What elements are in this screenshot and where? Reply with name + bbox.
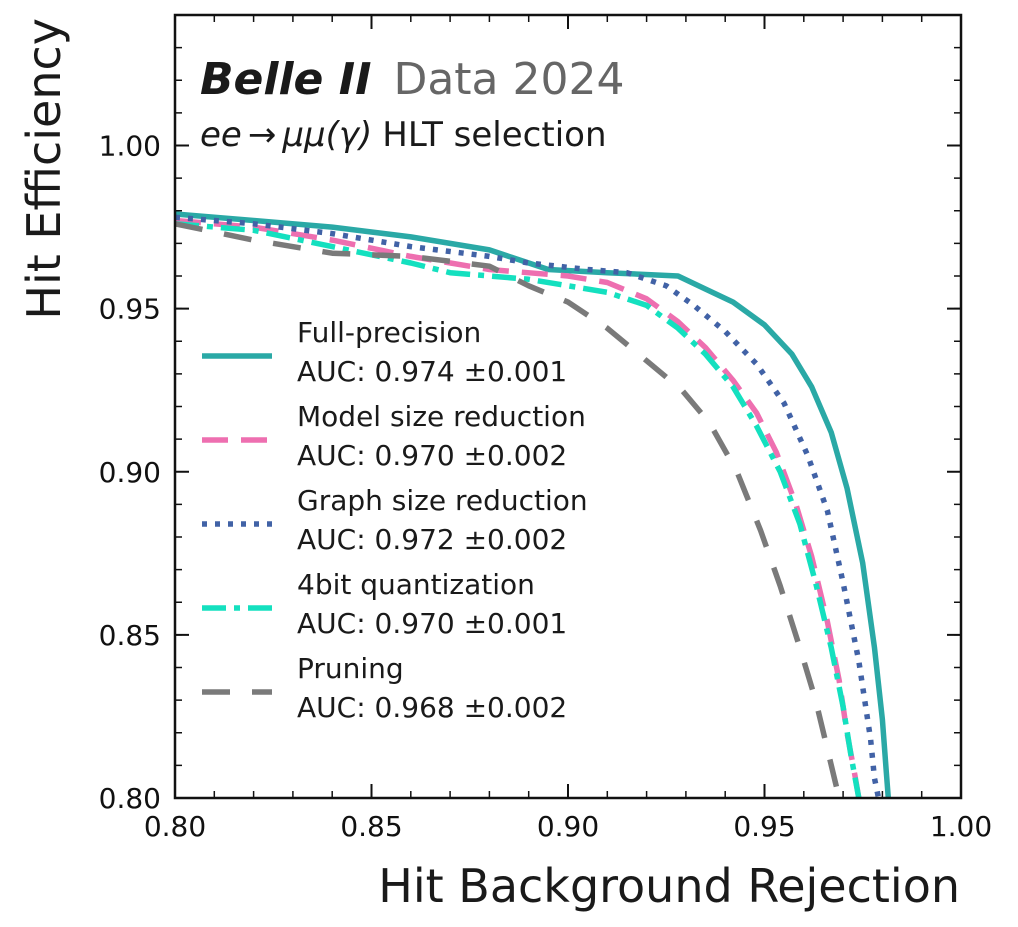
legend-auc-label: AUC: 0.970 ±0.002 [297,439,567,472]
brand-sub: Data 2024 [393,54,624,105]
legend-series-name: Pruning [297,652,404,685]
legend-auc-label: AUC: 0.974 ±0.001 [297,355,567,388]
y-ticks: 0.80 0.85 0.90 0.95 1.00 [99,14,961,815]
legend-auc-label: AUC: 0.968 ±0.002 [297,691,567,724]
legend-series-name: Graph size reduction [297,484,588,517]
y-tick-label: 0.90 [99,456,161,489]
series-line-graph-size-reduction [175,214,882,798]
plot-background [175,15,961,798]
y-tick-label: 1.00 [99,130,161,163]
x-tick-label: 0.80 [144,810,206,843]
legend-series-name: Full-precision [297,316,481,349]
belle-ii-label: Belle II Data 2024 [200,54,624,105]
legend-series-name: 4bit quantization [297,568,535,601]
legend-series-name: Model size reduction [297,400,586,433]
selection-prefix: ee [200,115,242,155]
y-tick-label: 0.80 [99,782,161,815]
x-tick-label: 0.90 [537,810,599,843]
x-axis-title: Hit Background Rejection [378,859,960,913]
selection-label: ee → μμ(γ) HLT selection [200,115,607,155]
y-axis-title: Hit Efficiency [17,18,71,320]
series-line-4bit-quantization [175,221,862,798]
x-tick-label: 0.95 [733,810,795,843]
x-tick-label: 0.85 [340,810,402,843]
x-tick-label: 1.00 [930,810,992,843]
legend-auc-label: AUC: 0.972 ±0.002 [297,523,567,556]
legend: Full-precision AUC: 0.974 ±0.001 Model siz… [202,316,588,724]
y-tick-label: 0.95 [99,293,161,326]
curves-group [175,211,892,798]
x-ticks: 0.80 0.85 0.90 0.95 1.00 [144,15,992,843]
selection-arrow: → [248,115,277,155]
brand-name: Belle II [200,54,371,105]
legend-auc-label: AUC: 0.970 ±0.001 [297,607,567,640]
series-line-full-precision [175,211,892,798]
selection-particles: μμ(γ) [281,115,372,155]
selection-suffix: HLT selection [382,115,606,155]
y-tick-label: 0.85 [99,619,161,652]
